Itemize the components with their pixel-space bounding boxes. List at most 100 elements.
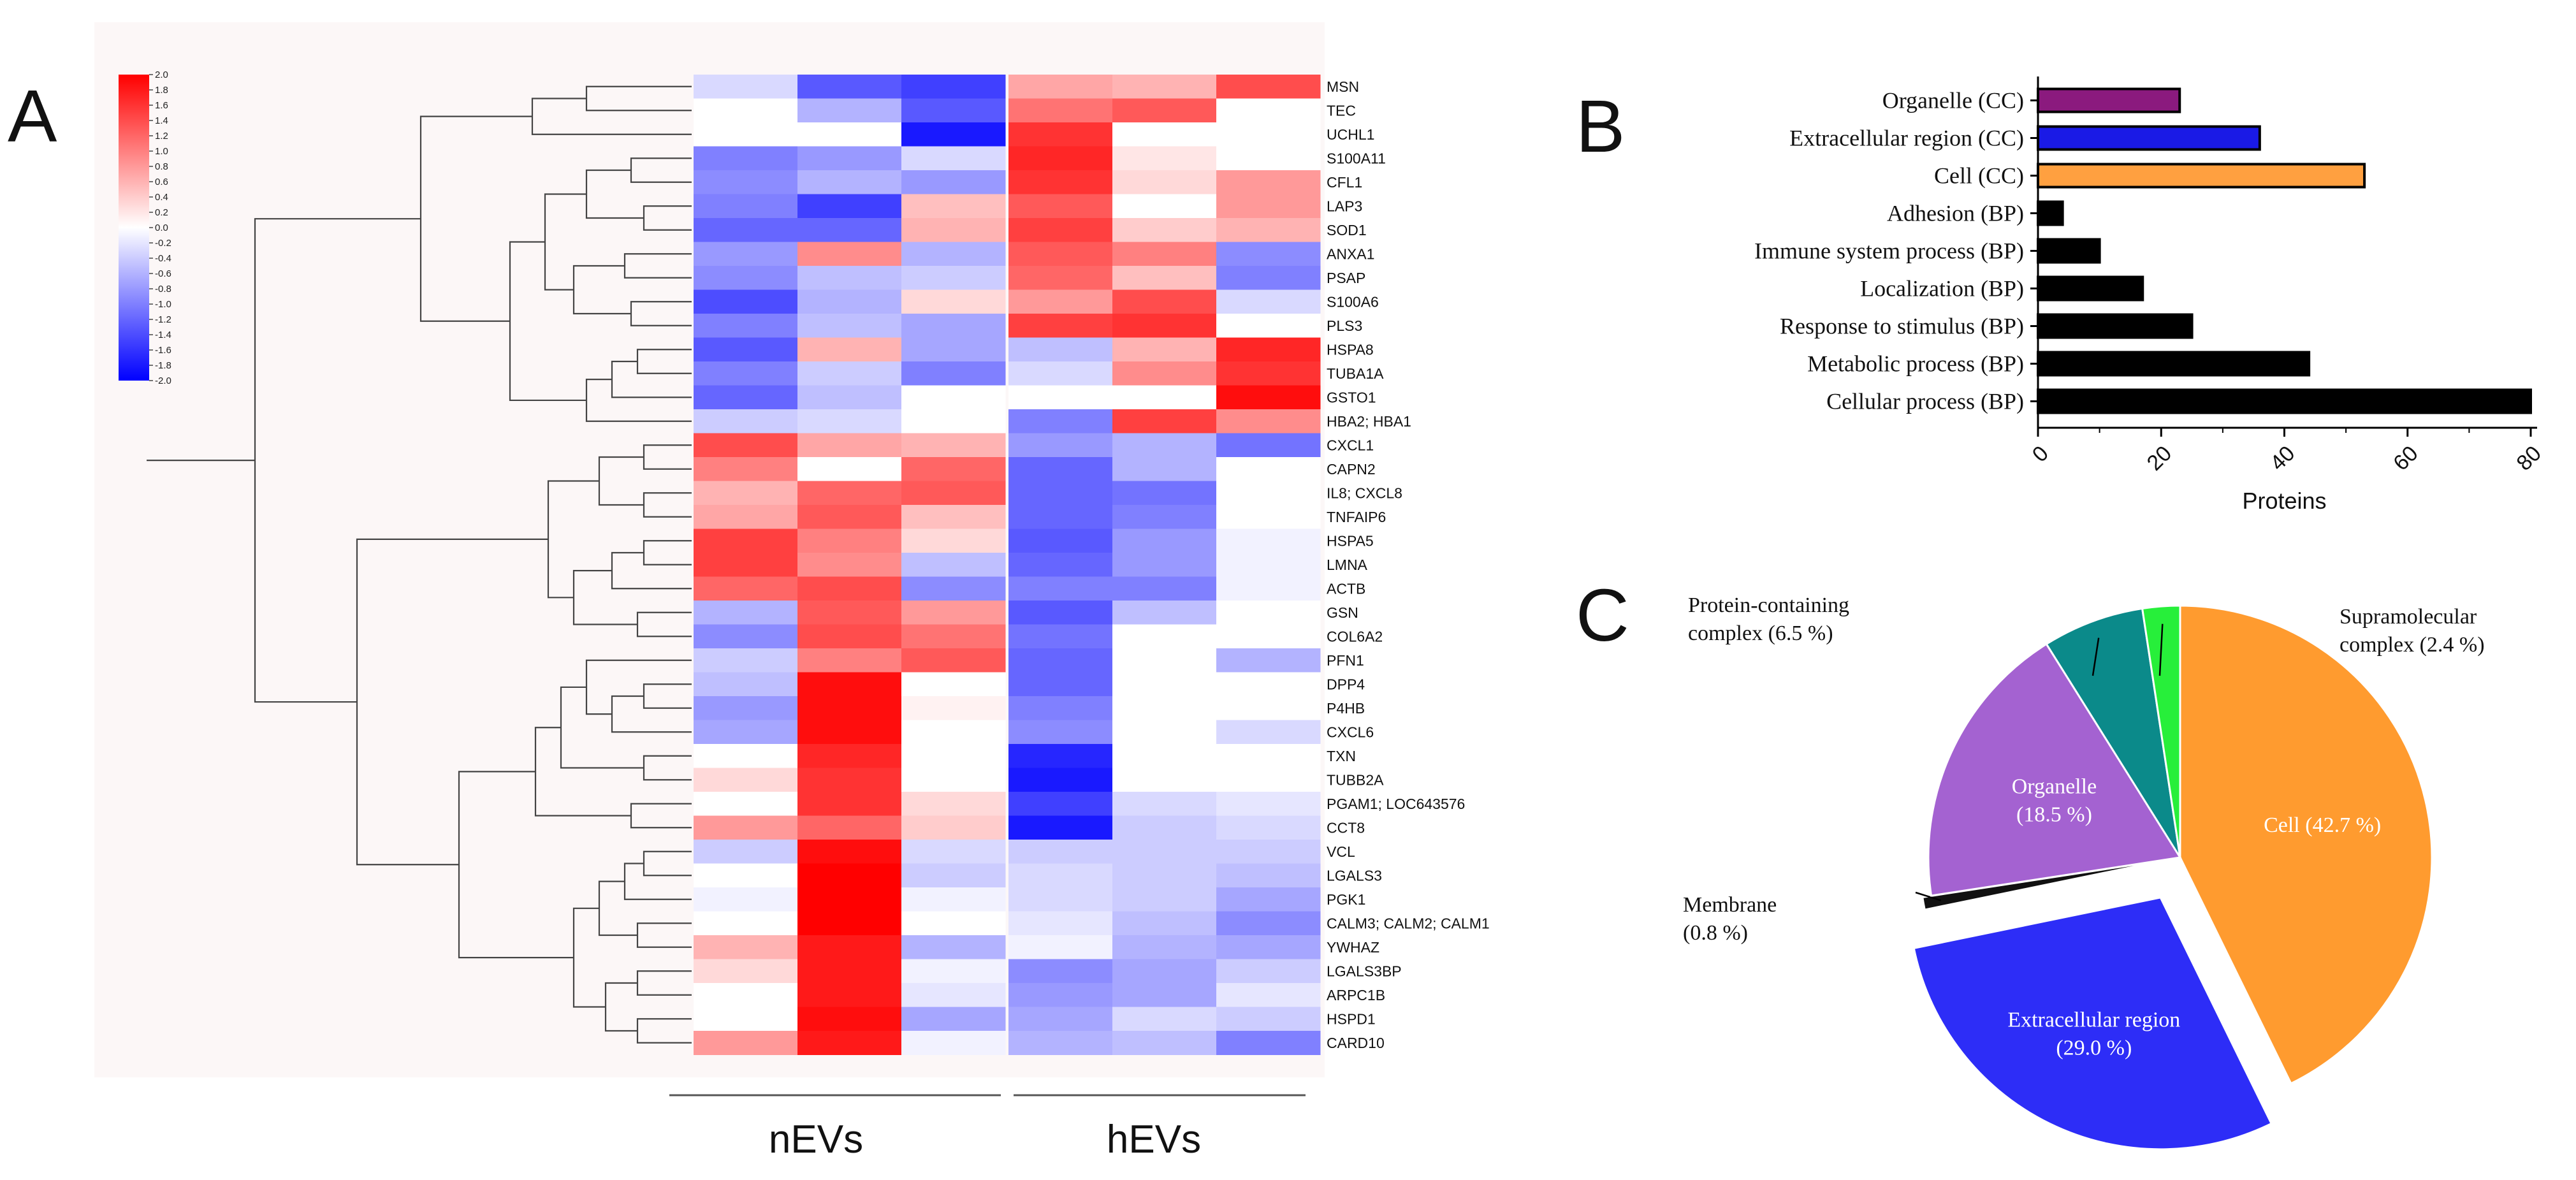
pie-chart: Cell (42.7 %) Extracellular region (29.0 %… — [1683, 594, 2485, 1151]
gene-label: HBA2; HBA1 — [1327, 413, 1411, 430]
heatmap-cell — [1008, 624, 1113, 649]
heatmap-cell — [1112, 983, 1217, 1007]
gene-label: PLS3 — [1327, 317, 1362, 334]
heatmap-cell — [1008, 122, 1113, 147]
colorbar-tick-label: 1.2 — [155, 131, 168, 142]
heatmap-cell — [1008, 696, 1113, 720]
bar — [2037, 238, 2101, 264]
gene-label: COL6A2 — [1327, 628, 1383, 645]
bar — [2037, 313, 2194, 339]
pie-leader-line — [2092, 637, 2100, 676]
heatmap-cell — [797, 720, 902, 745]
heatmap-cell — [694, 959, 798, 984]
heatmap-cell — [1008, 553, 1113, 577]
heatmap-cell — [797, 218, 902, 242]
heatmap-cell — [1216, 720, 1321, 745]
gene-label: HSPD1 — [1327, 1010, 1376, 1027]
heatmap-cell — [1112, 696, 1217, 720]
heatmap-cell — [797, 75, 902, 99]
heatmap-cell — [797, 361, 902, 386]
heatmap-cell — [694, 672, 798, 697]
pie-chart-panel: C Cell (42.7 %) Extracellular region (29.0… — [1576, 574, 2485, 1151]
heatmap-cell — [901, 409, 1006, 433]
heatmap-cell — [797, 648, 902, 673]
pie-slice — [1912, 896, 2273, 1151]
pie-slice — [2179, 604, 2433, 1085]
heatmap-cell — [1112, 289, 1217, 314]
heatmap-cell — [1216, 648, 1321, 673]
heatmap-cell — [1216, 266, 1321, 290]
colorbar-tick-label: 1.4 — [155, 115, 168, 126]
heatmap-cell — [797, 457, 902, 481]
heatmap-cell — [797, 935, 902, 959]
x-tick-label: 0 — [2028, 441, 2053, 467]
pie-slice-label: Organelle — [2012, 775, 2097, 799]
heatmap-cell — [797, 672, 902, 697]
pie-slice-label: Protein-containing — [1688, 594, 1849, 617]
heatmap-cell — [694, 218, 798, 242]
heatmap-cell — [1216, 170, 1321, 194]
heatmap-cell — [1008, 75, 1113, 99]
heatmap-cell — [797, 696, 902, 720]
gene-label: IL8; CXCL8 — [1327, 484, 1402, 501]
gene-label: S100A11 — [1327, 150, 1386, 166]
heatmap-cell — [797, 768, 902, 792]
heatmap-cells — [694, 75, 1321, 1055]
heatmap-cell — [1008, 959, 1113, 984]
heatmap-cell — [694, 624, 798, 649]
heatmap-cell — [901, 696, 1006, 720]
heatmap-cell — [694, 314, 798, 338]
heatmap-cell — [1216, 457, 1321, 481]
gene-label: LMNA — [1327, 557, 1368, 573]
heatmap-cell — [1216, 672, 1321, 697]
heatmap-cell — [901, 194, 1006, 219]
heatmap-cell — [1216, 194, 1321, 219]
heatmap-cell — [797, 1031, 902, 1055]
pie-slice — [1921, 857, 2172, 911]
category-label: Cellular process (BP) — [1826, 389, 2024, 414]
pie-slice-label: (0.8 %) — [1683, 921, 1748, 945]
heatmap-cell — [694, 840, 798, 864]
pie-slice-label: complex (2.4 %) — [2340, 633, 2485, 657]
heatmap-cell — [1216, 242, 1321, 266]
heatmap-cell — [901, 576, 1006, 601]
heatmap-cell — [694, 361, 798, 386]
heatmap-cell — [797, 170, 902, 194]
heatmap-cell — [901, 959, 1006, 984]
gene-label: VCL — [1327, 843, 1355, 860]
heatmap-cell — [1112, 744, 1217, 768]
heatmap-cell — [1216, 122, 1321, 147]
heatmap-cell — [1008, 983, 1113, 1007]
heatmap-cell — [1112, 863, 1217, 888]
heatmap-cell — [1008, 840, 1113, 864]
heatmap-cell — [797, 314, 902, 338]
heatmap-cell — [901, 385, 1006, 410]
gene-label: LAP3 — [1327, 198, 1362, 214]
colorbar-tick-label: 0.2 — [155, 207, 168, 218]
category-label: Organelle (CC) — [1882, 88, 2024, 113]
bar — [2037, 388, 2532, 414]
colorbar-tick-label: -0.6 — [155, 268, 171, 279]
heatmap-cell — [797, 481, 902, 506]
heatmap-cell — [1112, 146, 1217, 171]
gene-label: PGK1 — [1327, 891, 1365, 908]
heatmap-cell — [901, 887, 1006, 912]
pie-slice-label: complex (6.5 %) — [1688, 622, 1833, 645]
heatmap-cell — [797, 289, 902, 314]
heatmap-cell — [797, 792, 902, 816]
heatmap-cell — [694, 744, 798, 768]
heatmap-cell — [901, 863, 1006, 888]
heatmap-cell — [901, 242, 1006, 266]
heatmap-cell — [901, 601, 1006, 625]
bar — [2037, 351, 2311, 377]
heatmap-cell — [694, 792, 798, 816]
gene-label: PFN1 — [1327, 652, 1364, 669]
heatmap-cell — [1112, 218, 1217, 242]
heatmap-cell — [1112, 887, 1217, 912]
heatmap-cell — [1112, 337, 1217, 362]
gene-label: S100A6 — [1327, 293, 1379, 310]
heatmap-cell — [1216, 75, 1321, 99]
heatmap-cell — [1112, 624, 1217, 649]
heatmap-cell — [694, 983, 798, 1007]
heatmap-cell — [901, 983, 1006, 1007]
